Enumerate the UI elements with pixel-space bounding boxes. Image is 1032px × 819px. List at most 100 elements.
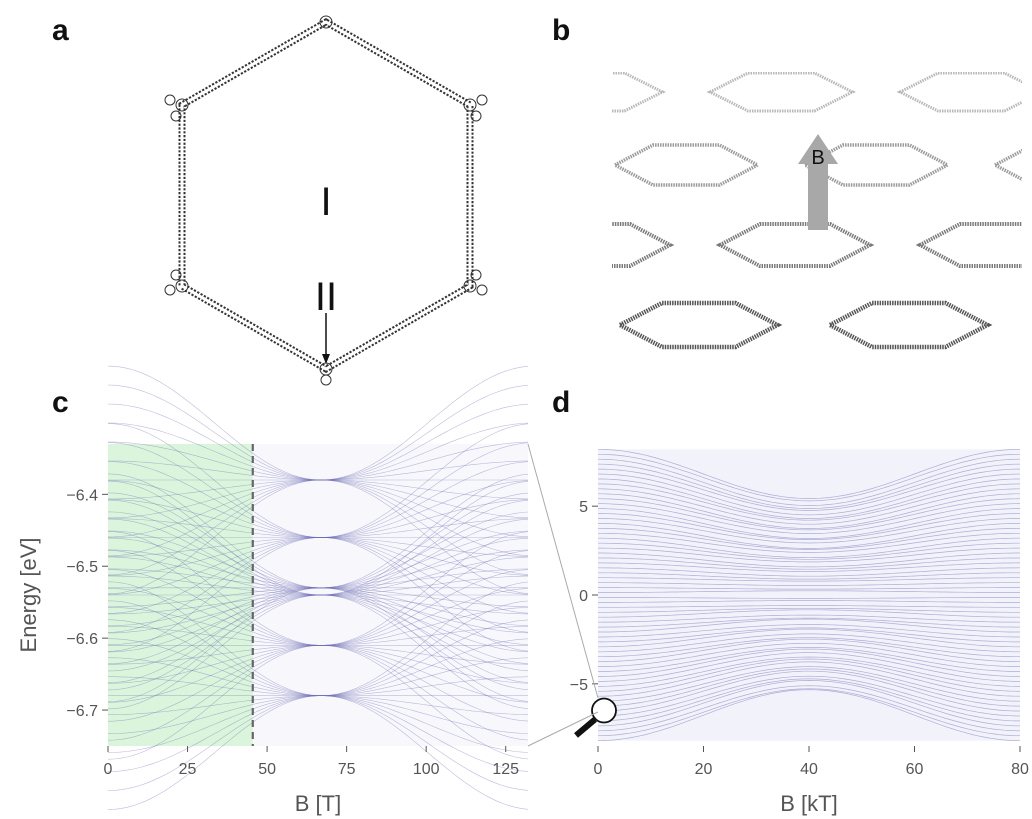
band-line bbox=[597, 503, 1021, 534]
field-arrow-label: B bbox=[811, 147, 824, 169]
band-line bbox=[598, 609, 1020, 618]
band-line bbox=[597, 668, 1021, 707]
band-lines bbox=[597, 448, 1021, 742]
spectrum-line bbox=[107, 492, 529, 589]
band-line bbox=[597, 498, 1021, 531]
lattice-hexagon bbox=[615, 300, 783, 350]
band-line bbox=[598, 597, 1020, 599]
band-line bbox=[598, 547, 1020, 563]
spectrum-line bbox=[107, 537, 529, 596]
band-line bbox=[598, 468, 1020, 511]
spectrum-line bbox=[108, 518, 529, 538]
band-line bbox=[598, 557, 1020, 570]
spectrum-line bbox=[107, 638, 529, 696]
spectrum-line bbox=[107, 518, 529, 596]
spectrum-line bbox=[107, 384, 529, 481]
spectrum-line bbox=[107, 499, 529, 538]
band-line bbox=[597, 567, 1021, 577]
spectrum-line bbox=[107, 645, 529, 722]
panel-b-lattice bbox=[612, 72, 1022, 350]
spectrum-line bbox=[107, 568, 529, 589]
band-background bbox=[598, 449, 1020, 741]
band-line bbox=[598, 562, 1020, 572]
spectrum-line bbox=[107, 531, 529, 646]
band-line bbox=[598, 518, 1020, 544]
y-tick-label: −6.7 bbox=[66, 703, 98, 720]
band-line bbox=[598, 642, 1020, 667]
band-line bbox=[597, 680, 1021, 727]
y-axis-label: Energy [eV] bbox=[16, 538, 41, 653]
lattice-hexagon bbox=[896, 72, 1022, 113]
x-tick-label: 60 bbox=[906, 761, 924, 778]
zoom-connector-lower bbox=[527, 711, 599, 747]
spectrum-line bbox=[107, 645, 529, 760]
arrow-ii-head bbox=[322, 354, 330, 364]
spectrum-line bbox=[107, 423, 529, 538]
spectrum-line bbox=[108, 695, 529, 715]
band-line bbox=[598, 587, 1020, 590]
low-field-shaded-region bbox=[108, 444, 253, 746]
band-line bbox=[598, 647, 1020, 672]
y-tick-label: 5 bbox=[579, 499, 588, 516]
spectrum-line bbox=[107, 695, 529, 734]
panel-letter-b: b bbox=[552, 14, 571, 47]
spectrum-line bbox=[107, 537, 529, 633]
panel-a-molecule: I II bbox=[164, 15, 488, 386]
panel-letter-c: c bbox=[52, 386, 69, 419]
spectrum-line bbox=[107, 594, 529, 615]
lattice-hexagon bbox=[612, 72, 666, 113]
spectrum-line bbox=[107, 365, 529, 481]
spectrum-line bbox=[107, 480, 529, 538]
spectrum-line bbox=[108, 645, 529, 665]
band-line bbox=[598, 537, 1020, 559]
band-line bbox=[597, 483, 1021, 521]
band-line bbox=[598, 661, 1020, 697]
band-line bbox=[598, 552, 1020, 568]
lattice-hexagon bbox=[915, 222, 1022, 268]
spectrum-line bbox=[107, 499, 529, 596]
band-line bbox=[598, 688, 1020, 737]
band-line bbox=[598, 493, 1020, 529]
band-line bbox=[597, 638, 1021, 663]
band-line bbox=[598, 678, 1020, 722]
x-tick-label: 80 bbox=[1011, 761, 1029, 778]
band-line bbox=[598, 532, 1020, 553]
x-tick-label: 20 bbox=[695, 761, 713, 778]
spectrum-line bbox=[107, 556, 529, 596]
spectrum-line bbox=[108, 537, 529, 576]
spectrum-line bbox=[107, 645, 529, 703]
y-tick-label: −6.5 bbox=[66, 559, 98, 576]
spectrum-line bbox=[107, 479, 529, 576]
band-line bbox=[598, 618, 1020, 633]
spectrum-line bbox=[107, 479, 529, 538]
zoom-connector-upper bbox=[527, 443, 599, 699]
chart-c: 0 25 50 75 100 125 −6.4 −6.5 −6.6 −6.7 B [T] Energy… bbox=[16, 365, 529, 816]
x-tick-label: 125 bbox=[492, 761, 519, 778]
x-tick-label: 40 bbox=[800, 761, 818, 778]
band-line bbox=[597, 488, 1021, 525]
field-arrow: B bbox=[798, 134, 838, 230]
spectrum-line bbox=[107, 594, 529, 691]
x-tick-label: 50 bbox=[258, 761, 276, 778]
spectrum-line bbox=[107, 530, 529, 589]
spectrum-line bbox=[107, 607, 529, 646]
spectrum-line bbox=[107, 645, 529, 741]
band-line bbox=[597, 614, 1021, 623]
band-line bbox=[598, 542, 1020, 560]
spectrum-line bbox=[108, 587, 529, 608]
spectrum-line bbox=[107, 575, 529, 596]
x-axis-label: B [kT] bbox=[780, 791, 837, 816]
spectrum-line bbox=[107, 441, 529, 481]
lattice-hexagon bbox=[612, 143, 762, 187]
spectrum-line bbox=[108, 479, 529, 500]
spectrum-line bbox=[107, 587, 529, 627]
spectrum-line bbox=[107, 587, 529, 702]
spectrum-line bbox=[107, 695, 529, 791]
band-line bbox=[598, 508, 1020, 539]
spectrum-line bbox=[107, 695, 529, 753]
spectrum-line bbox=[107, 549, 529, 589]
x-axis-label: B [T] bbox=[295, 791, 341, 816]
spectrum-line bbox=[107, 479, 529, 519]
band-line bbox=[597, 448, 1021, 499]
corner-rings bbox=[164, 15, 488, 386]
